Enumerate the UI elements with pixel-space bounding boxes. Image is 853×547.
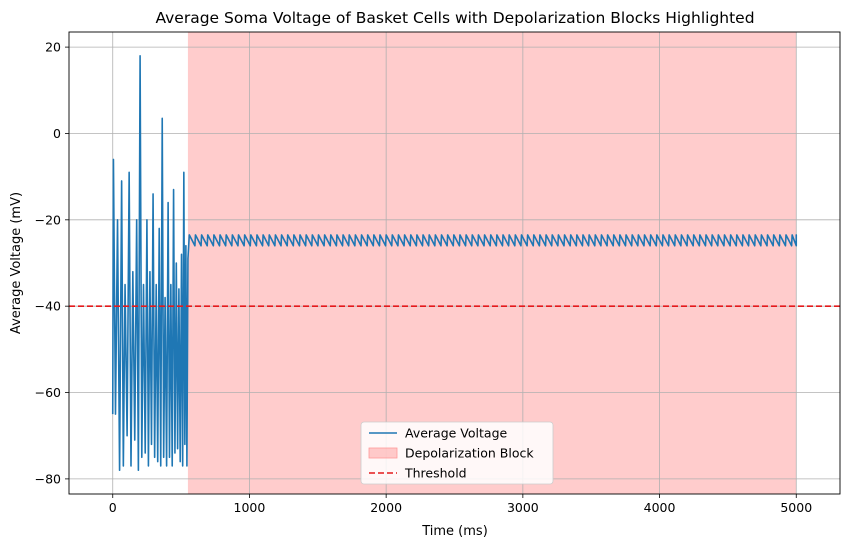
x-tick-label: 1000: [234, 500, 266, 515]
x-axis-label: Time (ms): [421, 524, 488, 539]
y-tick-label: 20: [45, 40, 61, 55]
legend-depolarization-block-swatch: [368, 447, 398, 459]
plot-area: 0 1000 2000 3000 4000 5000 −80 −60 −40 −20 0 20: [35, 31, 841, 515]
y-tick-label: −40: [35, 299, 61, 314]
x-tick-label: 5000: [780, 500, 812, 515]
legend-threshold-label: Threshold: [404, 466, 467, 481]
depolarization-block-span: [187, 32, 797, 494]
average-voltage-line: [111, 54, 798, 472]
y-axis-label: Average Voltage (mV): [9, 192, 24, 334]
y-tick-label: −60: [35, 385, 61, 400]
y-tick-label: −20: [35, 212, 61, 227]
legend-box: [360, 421, 554, 485]
x-tick-label: 2000: [370, 500, 402, 515]
x-tick-label: 4000: [644, 500, 676, 515]
x-tick-label: 0: [109, 500, 117, 515]
y-tick-label: −80: [35, 471, 61, 486]
y-tick-label: 0: [53, 126, 61, 141]
chart-title: Average Soma Voltage of Basket Cells wit…: [155, 9, 754, 27]
legend: Average Voltage Depolarization Block Thres…: [360, 421, 554, 485]
plot-frame: [68, 31, 841, 495]
legend-depolarization-block-label: Depolarization Block: [405, 446, 534, 461]
legend-average-voltage-label: Average Voltage: [405, 426, 508, 441]
x-tick-label: 3000: [507, 500, 539, 515]
